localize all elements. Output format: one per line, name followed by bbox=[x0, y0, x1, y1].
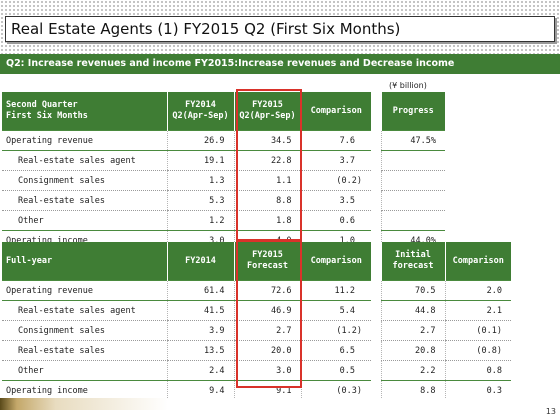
cell-fy2015: 8.8 bbox=[233, 190, 301, 211]
row-label: Real-estate sales bbox=[2, 340, 167, 361]
table2-header-label: Full-year bbox=[2, 242, 167, 281]
cell-comparison: 3.7 bbox=[300, 150, 371, 171]
row-label: Real-estate sales bbox=[2, 190, 167, 211]
cell-comparison2: 2.0 bbox=[444, 280, 511, 301]
cell-fy2014: 1.2 bbox=[166, 210, 234, 231]
cell-initial: 20.8 bbox=[380, 340, 445, 361]
row-label: Consignment sales bbox=[2, 170, 167, 191]
cell-comparison: 0.6 bbox=[300, 210, 371, 231]
unit-label: (¥ billion) bbox=[389, 81, 427, 90]
cell-fy2014: 61.4 bbox=[166, 280, 234, 301]
row-label: Other bbox=[2, 210, 167, 231]
table2-header-comparison2: Comparison bbox=[444, 242, 511, 281]
row-label: Operating revenue bbox=[2, 280, 167, 301]
cell-comparison: 6.5 bbox=[300, 340, 371, 361]
fy2015-q2-highlight-box bbox=[236, 89, 302, 241]
table1-header-comparison: Comparison bbox=[300, 92, 371, 131]
table1-header-progress: Progress bbox=[380, 92, 445, 131]
cell-fy2015: 20.0 bbox=[233, 340, 301, 361]
table1-header-fy2015: FY2015 Q2(Apr-Sep) bbox=[233, 92, 301, 131]
table-row: Other 1.2 1.8 0.6 bbox=[2, 210, 511, 231]
footer-decorative-bar bbox=[0, 398, 560, 410]
cell-comparison: 5.4 bbox=[300, 300, 371, 321]
cell-progress bbox=[380, 170, 445, 191]
fy2015-forecast-highlight-box bbox=[236, 240, 302, 388]
cell-fy2014: 19.1 bbox=[166, 150, 234, 171]
slide-title: Real Estate Agents (1) FY2015 Q2 (First … bbox=[5, 16, 555, 42]
cell-fy2015: 72.6 bbox=[233, 280, 301, 301]
table-row: Operating revenue 26.9 34.5 7.6 47.5% bbox=[2, 130, 511, 151]
table-row: Real-estate sales agent 41.5 46.9 5.4 44… bbox=[2, 300, 511, 321]
cell-initial: 2.7 bbox=[380, 320, 445, 341]
cell-fy2014: 41.5 bbox=[166, 300, 234, 321]
table1-gap bbox=[371, 92, 381, 131]
row-label: Consignment sales bbox=[2, 320, 167, 341]
cell-fy2014: 1.3 bbox=[166, 170, 234, 191]
cell-fy2014: 26.9 bbox=[166, 130, 234, 151]
cell-progress bbox=[380, 150, 445, 171]
cell-comparison2: (0.1) bbox=[444, 320, 511, 341]
cell-comparison: 11.2 bbox=[300, 280, 371, 301]
table2-header-initial-forecast: Initial forecast bbox=[380, 242, 445, 281]
cell-initial: 2.2 bbox=[380, 360, 445, 381]
cell-fy2015: 22.8 bbox=[233, 150, 301, 171]
table-row: Other 2.4 3.0 0.5 2.2 0.8 bbox=[2, 360, 511, 381]
table1-header-label: Second Quarter First Six Months bbox=[2, 92, 167, 131]
cell-fy2014: 5.3 bbox=[166, 190, 234, 211]
cell-comparison: (0.2) bbox=[300, 170, 371, 191]
cell-fy2015: 1.1 bbox=[233, 170, 301, 191]
cell-fy2014: 2.4 bbox=[166, 360, 234, 381]
page-number: 13 bbox=[545, 407, 556, 416]
full-year-table: Full-year FY2014 FY2015 Forecast Compari… bbox=[2, 242, 511, 401]
table2-header-fy2014: FY2014 bbox=[166, 242, 234, 281]
table-row: Consignment sales 3.9 2.7 (1.2) 2.7 (0.1… bbox=[2, 320, 511, 341]
cell-initial: 70.5 bbox=[380, 280, 445, 301]
row-label: Operating revenue bbox=[2, 130, 167, 151]
cell-comparison: 3.5 bbox=[300, 190, 371, 211]
cell-fy2014: 3.9 bbox=[166, 320, 234, 341]
cell-progress bbox=[380, 190, 445, 211]
table-row: Consignment sales 1.3 1.1 (0.2) bbox=[2, 170, 511, 191]
cell-fy2015: 2.7 bbox=[233, 320, 301, 341]
cell-comparison: 0.5 bbox=[300, 360, 371, 381]
cell-comparison: 7.6 bbox=[300, 130, 371, 151]
cell-comparison: (1.2) bbox=[300, 320, 371, 341]
cell-comparison2: (0.8) bbox=[444, 340, 511, 361]
row-label: Other bbox=[2, 360, 167, 381]
cell-progress bbox=[380, 210, 445, 231]
table-row: Real-estate sales 5.3 8.8 3.5 bbox=[2, 190, 511, 211]
table2-header-fy2015: FY2015 Forecast bbox=[233, 242, 301, 281]
row-label: Real-estate sales agent bbox=[2, 300, 167, 321]
cell-initial: 44.8 bbox=[380, 300, 445, 321]
cell-fy2014: 13.5 bbox=[166, 340, 234, 361]
cell-fy2015: 46.9 bbox=[233, 300, 301, 321]
table-row: Operating revenue 61.4 72.6 11.2 70.5 2.… bbox=[2, 280, 511, 301]
table-row: Real-estate sales 13.5 20.0 6.5 20.8 (0.… bbox=[2, 340, 511, 361]
table1-header-fy2014: FY2014 Q2(Apr-Sep) bbox=[166, 92, 234, 131]
table1-blank bbox=[445, 92, 511, 131]
cell-comparison2: 2.1 bbox=[444, 300, 511, 321]
table2-header-comparison: Comparison bbox=[300, 242, 371, 281]
cell-progress: 47.5% bbox=[380, 130, 445, 151]
cell-comparison2: 0.8 bbox=[444, 360, 511, 381]
cell-fy2015: 34.5 bbox=[233, 130, 301, 151]
subtitle-bar: Q2: Increase revenues and income FY2015:… bbox=[0, 54, 560, 74]
table-row: Operating income 9.4 9.1 (0.3) 8.8 0.3 bbox=[2, 380, 511, 401]
row-label: Real-estate sales agent bbox=[2, 150, 167, 171]
table2-gap bbox=[371, 242, 381, 281]
